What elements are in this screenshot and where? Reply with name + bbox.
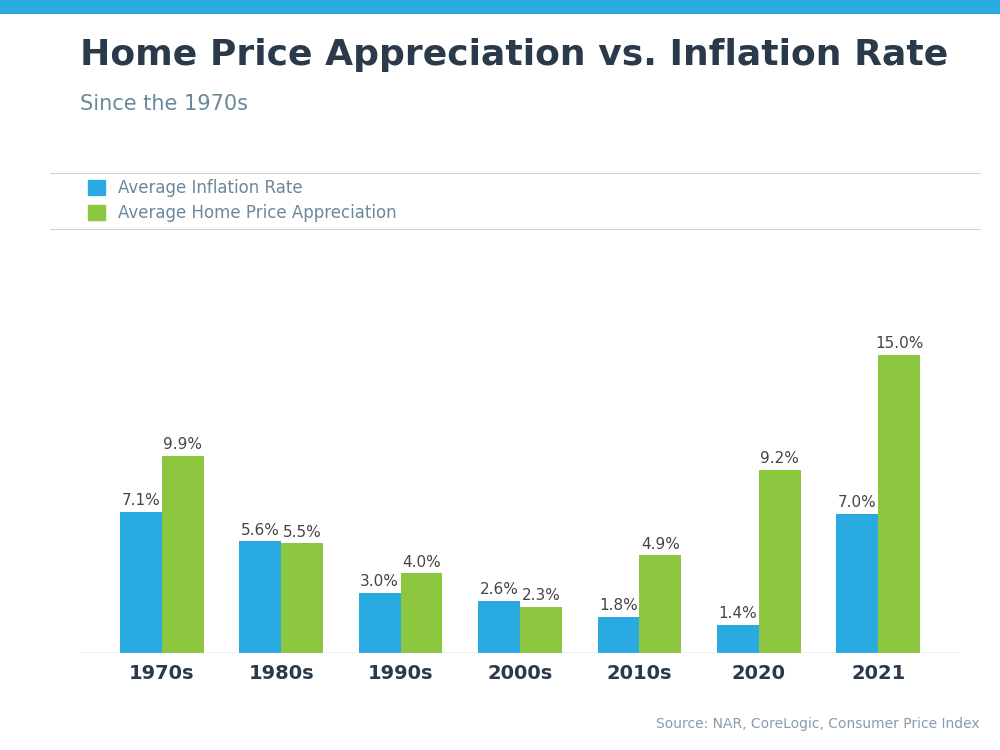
Bar bbox=[717, 625, 759, 652]
Bar bbox=[759, 470, 801, 652]
Text: Since the 1970s: Since the 1970s bbox=[80, 94, 248, 114]
Bar bbox=[639, 555, 681, 652]
Legend: Average Inflation Rate, Average Home Price Appreciation: Average Inflation Rate, Average Home Pri… bbox=[88, 179, 397, 222]
Text: 9.9%: 9.9% bbox=[163, 437, 202, 452]
Text: Source: NAR, CoreLogic, Consumer Price Index: Source: NAR, CoreLogic, Consumer Price I… bbox=[656, 717, 980, 731]
Text: 3.0%: 3.0% bbox=[360, 574, 399, 590]
Bar bbox=[239, 542, 281, 652]
Bar bbox=[836, 514, 878, 652]
Text: 1.4%: 1.4% bbox=[719, 606, 757, 621]
Text: 2.3%: 2.3% bbox=[521, 588, 560, 603]
Text: 5.6%: 5.6% bbox=[241, 523, 280, 538]
Text: 4.9%: 4.9% bbox=[641, 537, 680, 552]
Text: Home Price Appreciation vs. Inflation Rate: Home Price Appreciation vs. Inflation Ra… bbox=[80, 38, 948, 71]
Text: 9.2%: 9.2% bbox=[760, 452, 799, 466]
Text: 15.0%: 15.0% bbox=[875, 336, 923, 351]
Bar bbox=[878, 355, 920, 652]
Text: 4.0%: 4.0% bbox=[402, 554, 441, 569]
Text: 1.8%: 1.8% bbox=[599, 598, 638, 613]
Bar bbox=[359, 593, 401, 652]
Bar bbox=[478, 601, 520, 652]
Bar bbox=[162, 456, 204, 652]
Bar bbox=[520, 607, 562, 652]
Bar bbox=[120, 512, 162, 652]
Bar bbox=[598, 616, 639, 652]
Bar bbox=[401, 573, 442, 652]
Text: 7.1%: 7.1% bbox=[122, 493, 160, 508]
Text: 5.5%: 5.5% bbox=[283, 525, 321, 540]
Bar bbox=[281, 543, 323, 652]
Text: 2.6%: 2.6% bbox=[480, 582, 519, 597]
Text: 7.0%: 7.0% bbox=[838, 495, 877, 510]
